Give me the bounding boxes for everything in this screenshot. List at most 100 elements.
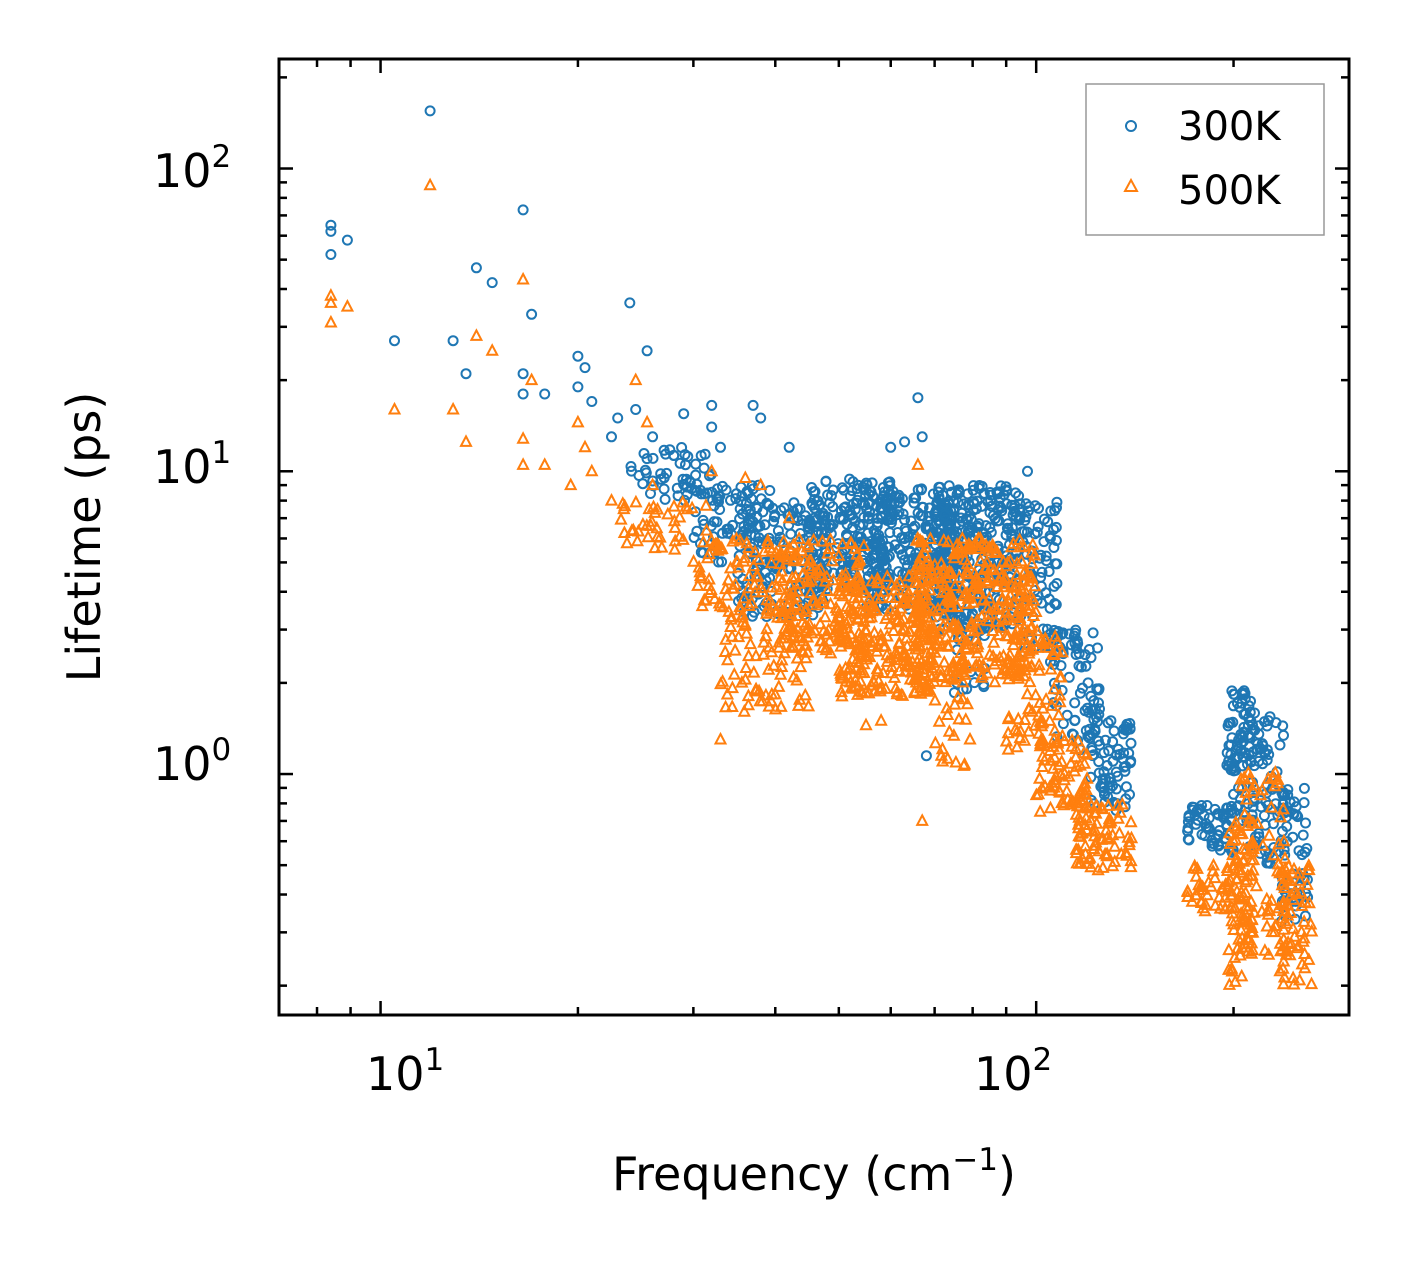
data-point-500k: [747, 577, 762, 590]
data-point-300k: [1298, 782, 1310, 794]
data-point-500k: [759, 606, 774, 619]
data-point-500k: [849, 596, 863, 609]
data-point-300k: [1077, 682, 1088, 694]
data-point-500k: [1223, 836, 1237, 849]
data-point-500k: [864, 677, 878, 691]
data-point-300k: [1080, 660, 1092, 672]
data-point-500k: [890, 686, 904, 700]
data-point-300k: [1093, 683, 1105, 695]
data-point-500k: [1286, 921, 1300, 934]
data-point-500k: [832, 605, 846, 619]
data-point-500k: [952, 711, 966, 725]
data-point-500k: [1112, 825, 1127, 839]
data-point-300k: [846, 485, 858, 497]
data-point-300k: [963, 500, 975, 511]
data-point-300k: [1236, 687, 1248, 699]
data-point-500k: [846, 603, 861, 617]
data-point-300k: [680, 473, 692, 485]
data-point-500k: [1035, 759, 1049, 772]
data-point-500k: [862, 610, 876, 624]
data-point-300k: [1051, 502, 1062, 514]
data-point-500k: [1008, 722, 1022, 735]
data-point-500k: [1276, 801, 1290, 815]
data-point-300k: [1023, 501, 1035, 513]
data-point-500k: [870, 661, 884, 675]
data-point-300k: [1110, 783, 1122, 795]
data-point-300k: [1201, 800, 1213, 811]
data-point-500k: [981, 613, 996, 627]
data-point-300k: [872, 517, 884, 529]
data-point-500k: [757, 634, 771, 648]
data-point-500k: [894, 600, 908, 614]
data-point-300k: [1051, 558, 1063, 570]
data-point-500k: [779, 627, 793, 640]
data-point-500k: [446, 401, 460, 415]
data-point-500k: [785, 618, 799, 632]
data-point-500k: [899, 653, 913, 667]
data-point-300k: [674, 457, 686, 469]
data-point-500k: [880, 569, 894, 582]
data-point-500k: [696, 534, 710, 548]
data-point-300k: [884, 480, 896, 492]
data-point-500k: [1229, 871, 1244, 885]
data-point-500k: [725, 629, 739, 642]
data-point-500k: [1010, 567, 1024, 580]
data-point-500k: [720, 686, 735, 700]
data-point-500k: [946, 670, 961, 683]
data-point-500k: [1029, 687, 1043, 701]
data-point-500k: [958, 667, 972, 680]
data-point-500k: [947, 546, 961, 560]
data-point-500k: [742, 568, 756, 581]
data-point-500k: [650, 520, 664, 534]
data-point-500k: [924, 609, 939, 623]
data-point-500k: [763, 593, 777, 606]
data-point-500k: [1206, 863, 1220, 877]
data-point-500k: [1192, 877, 1206, 891]
data-point-500k: [937, 561, 951, 575]
data-point-300k: [870, 540, 882, 552]
data-point-500k: [1036, 700, 1050, 714]
data-point-300k: [1227, 763, 1239, 774]
data-point-500k: [1242, 811, 1256, 825]
data-point-500k: [1096, 801, 1110, 815]
data-point-500k: [423, 177, 437, 191]
data-point-500k: [747, 664, 761, 678]
data-point-300k: [804, 523, 815, 534]
data-point-500k: [774, 699, 788, 712]
data-point-500k: [387, 401, 402, 415]
data-point-500k: [1292, 865, 1306, 879]
data-point-500k: [760, 621, 774, 635]
data-point-500k: [699, 522, 714, 536]
data-point-500k: [975, 667, 989, 681]
data-point-300k: [871, 500, 883, 512]
data-point-500k: [1264, 893, 1279, 906]
data-point-500k: [839, 566, 853, 580]
data-point-300k: [1098, 747, 1110, 759]
data-point-500k: [772, 679, 786, 692]
data-point-300k: [741, 497, 752, 509]
data-point-500k: [851, 590, 865, 603]
data-point-500k: [1227, 922, 1241, 935]
data-point-500k: [865, 599, 879, 612]
data-point-300k: [517, 388, 529, 400]
data-point-300k: [755, 412, 767, 424]
data-point-500k: [961, 658, 976, 672]
data-point-500k: [983, 647, 997, 660]
data-point-500k: [459, 434, 473, 447]
data-point-300k: [805, 517, 817, 529]
data-point-300k: [625, 461, 637, 472]
data-point-500k: [1064, 756, 1078, 769]
legend-marker-500k: [1123, 177, 1139, 192]
data-point-300k: [822, 511, 834, 523]
data-point-500k: [1189, 869, 1203, 882]
data-point-300k: [572, 350, 584, 362]
data-point-300k: [1048, 542, 1060, 553]
data-point-300k: [1222, 807, 1234, 819]
data-point-500k: [755, 693, 770, 707]
data-point-500k: [814, 633, 829, 646]
data-point-500k: [1286, 970, 1300, 984]
data-point-500k: [629, 372, 643, 386]
data-point-500k: [1235, 865, 1249, 878]
data-point-500k: [790, 650, 804, 664]
data-point-500k: [1000, 666, 1014, 680]
